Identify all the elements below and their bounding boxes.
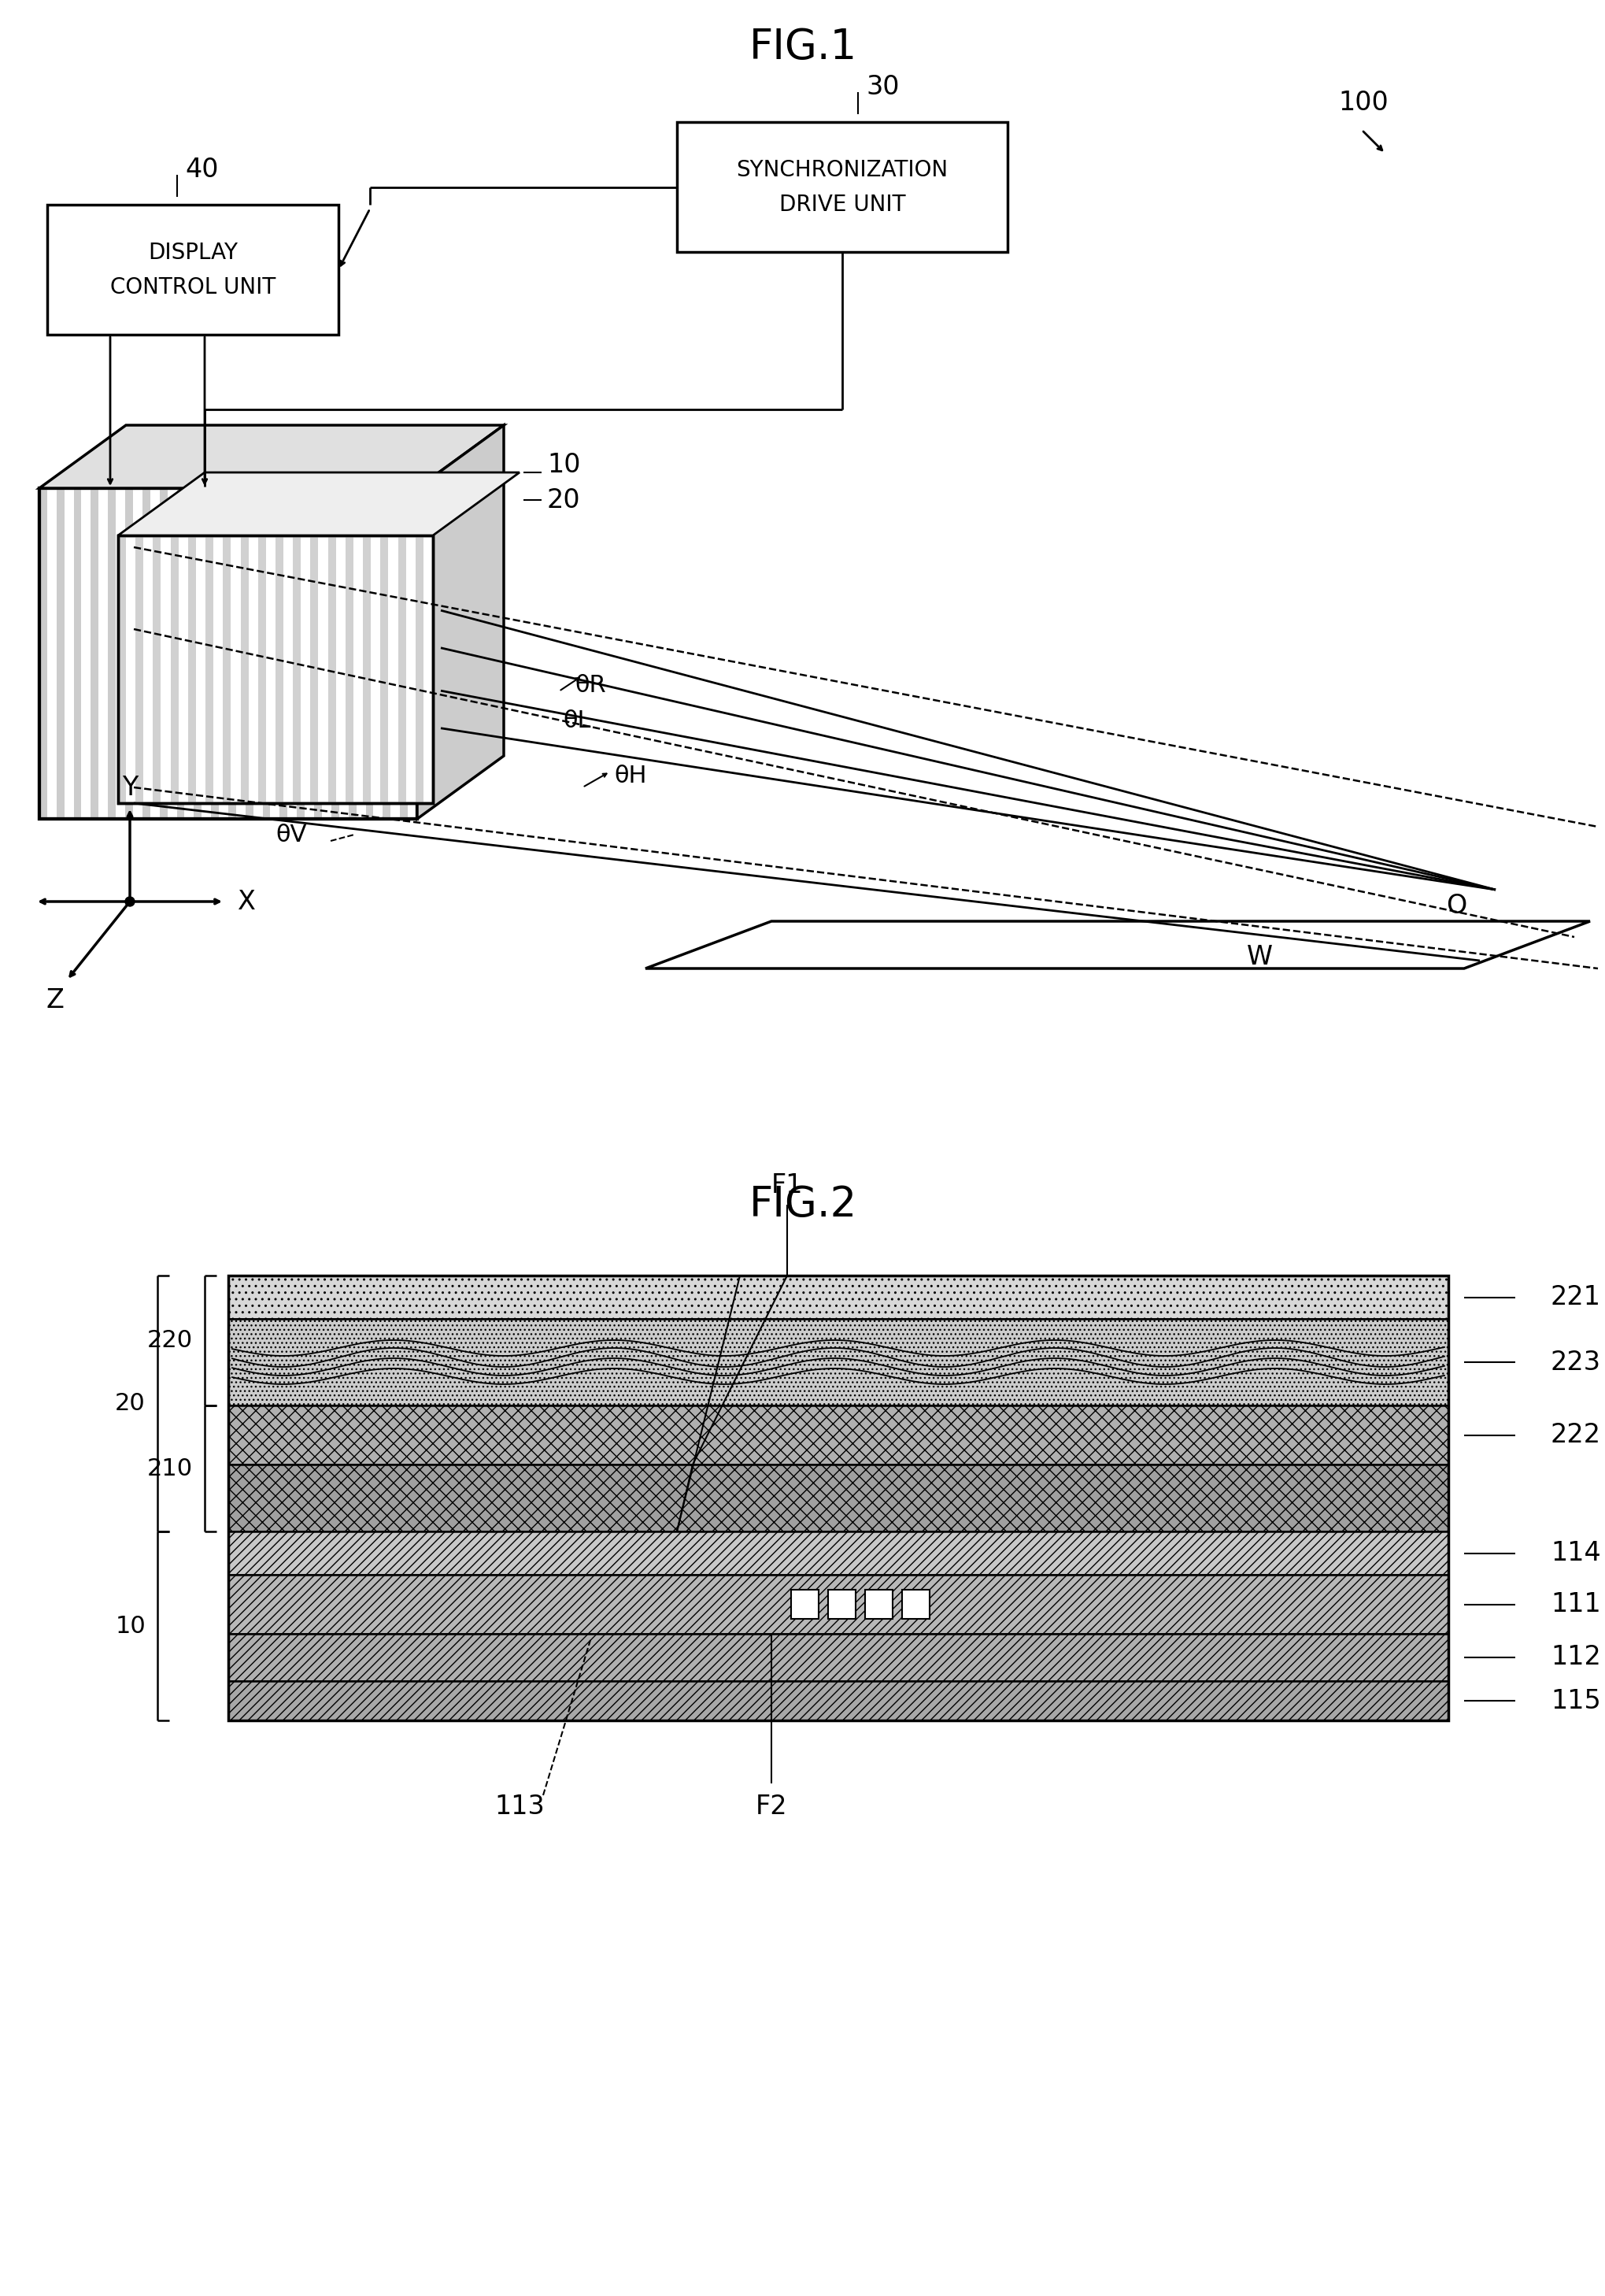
Bar (228, 489, 236, 820)
Text: θV: θV (276, 824, 307, 845)
Text: 40: 40 (185, 156, 218, 181)
Bar (74, 489, 82, 820)
Text: 222: 222 (1550, 1421, 1600, 1449)
Bar (40, 489, 47, 820)
Text: 220: 220 (148, 1329, 193, 1352)
Bar (228, 1277, 1448, 1318)
Bar (119, 535, 433, 804)
Bar (40, 489, 417, 820)
Bar (159, 489, 167, 820)
Text: W: W (1245, 944, 1271, 969)
Bar (828, 1589, 855, 1619)
Bar (56, 489, 64, 820)
Bar (228, 1635, 1448, 1681)
Bar (228, 1465, 1448, 1531)
Bar (382, 489, 390, 820)
Text: θR: θR (575, 673, 605, 696)
Bar (327, 535, 335, 804)
Bar (210, 489, 218, 820)
Text: 30: 30 (865, 73, 899, 99)
Bar (902, 1589, 929, 1619)
Bar (188, 535, 196, 804)
Bar (228, 1531, 1448, 1575)
Text: FIG.2: FIG.2 (748, 1185, 857, 1226)
Text: Z: Z (47, 987, 64, 1013)
Bar (223, 535, 231, 804)
Bar (398, 535, 406, 804)
Bar (258, 535, 266, 804)
Text: FIG.1: FIG.1 (748, 28, 857, 67)
Bar (119, 535, 433, 804)
Text: 10: 10 (547, 452, 581, 478)
Bar (348, 489, 356, 820)
Bar (246, 489, 254, 820)
Bar (791, 1589, 819, 1619)
Text: DRIVE UNIT: DRIVE UNIT (778, 193, 905, 216)
Text: O: O (1444, 893, 1465, 918)
Text: DISPLAY: DISPLAY (148, 241, 238, 264)
Bar (677, 122, 1006, 253)
Text: F1: F1 (770, 1171, 802, 1199)
Text: 100: 100 (1337, 90, 1388, 115)
Text: SYNCHRONIZATION: SYNCHRONIZATION (737, 158, 947, 181)
Bar (331, 489, 339, 820)
Text: 20: 20 (547, 487, 581, 512)
Bar (228, 1575, 1448, 1635)
Text: 223: 223 (1550, 1350, 1600, 1375)
Text: 111: 111 (1550, 1591, 1600, 1616)
Bar (228, 1681, 1448, 1720)
Text: θH: θH (613, 765, 647, 788)
Text: CONTROL UNIT: CONTROL UNIT (111, 276, 276, 298)
Bar (170, 535, 178, 804)
Bar (125, 489, 133, 820)
Bar (205, 535, 213, 804)
Bar (276, 535, 282, 804)
Bar (91, 489, 98, 820)
Bar (177, 489, 185, 820)
Bar (310, 535, 318, 804)
Bar (279, 489, 287, 820)
Bar (363, 535, 371, 804)
Circle shape (125, 898, 135, 907)
Text: X: X (238, 889, 255, 914)
Bar (416, 535, 424, 804)
Bar (152, 535, 161, 804)
Text: θL: θL (562, 709, 591, 732)
Bar (345, 535, 353, 804)
Text: 112: 112 (1550, 1644, 1600, 1671)
Bar (119, 535, 125, 804)
Polygon shape (119, 473, 520, 535)
Polygon shape (645, 921, 1589, 969)
Bar (865, 1589, 892, 1619)
Bar (366, 489, 374, 820)
Bar (297, 489, 305, 820)
Bar (315, 489, 321, 820)
Polygon shape (417, 425, 504, 820)
Text: 221: 221 (1550, 1283, 1600, 1311)
Text: Y: Y (122, 774, 138, 801)
Text: 20: 20 (116, 1391, 146, 1414)
Text: F2: F2 (754, 1793, 786, 1821)
Text: 210: 210 (148, 1458, 193, 1481)
Text: 115: 115 (1550, 1688, 1600, 1713)
Bar (194, 489, 202, 820)
Bar (292, 535, 300, 804)
Polygon shape (40, 425, 504, 489)
Bar (47, 204, 339, 335)
Text: 113: 113 (494, 1793, 544, 1821)
Bar (228, 1405, 1448, 1465)
Bar (40, 489, 417, 820)
Bar (143, 489, 149, 820)
Bar (228, 1318, 1448, 1405)
Bar (135, 535, 143, 804)
Bar (108, 489, 116, 820)
Bar (228, 1277, 1448, 1720)
Bar (241, 535, 249, 804)
Text: 10: 10 (116, 1614, 146, 1637)
Bar (380, 535, 388, 804)
Text: 114: 114 (1550, 1541, 1600, 1566)
Bar (400, 489, 408, 820)
Bar (263, 489, 270, 820)
